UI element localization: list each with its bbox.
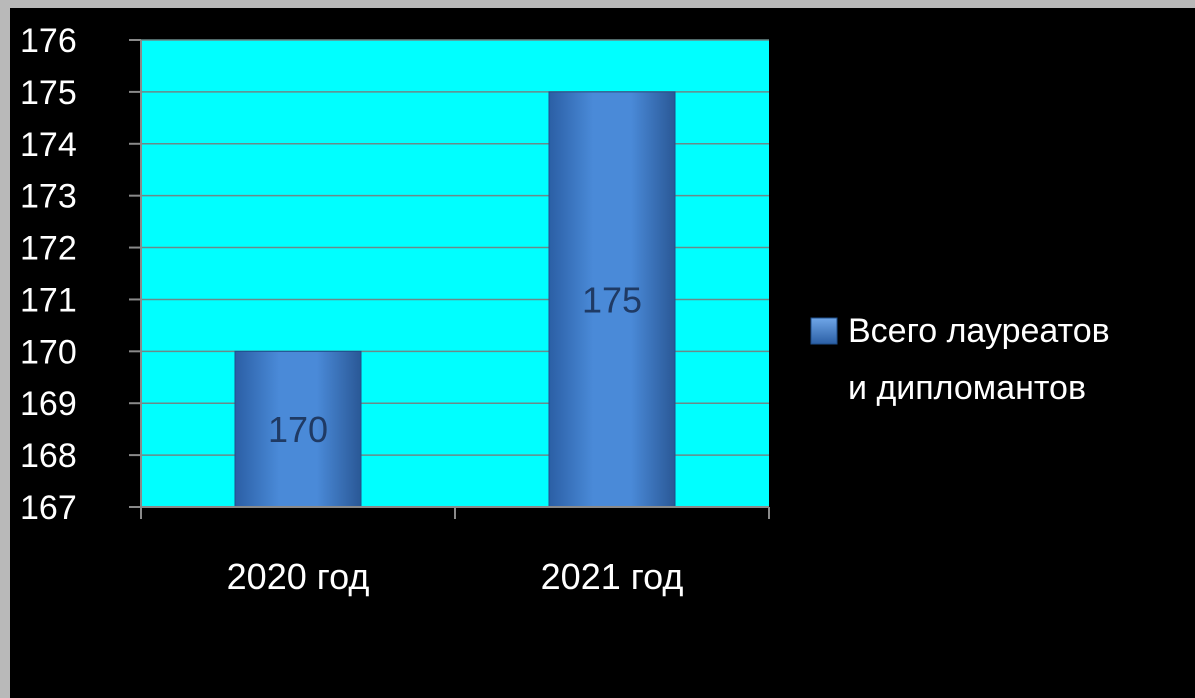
legend: Всего лауреатов и дипломантов: [810, 312, 1110, 407]
data-label: 175: [582, 279, 642, 320]
y-tick-label: 171: [20, 281, 77, 319]
legend-label-line-1: Всего лауреатов: [848, 312, 1110, 350]
y-tick-label: 176: [20, 22, 77, 60]
y-tick-label: 173: [20, 178, 77, 216]
y-tick-label: 175: [20, 74, 77, 112]
axes: [140, 40, 770, 519]
y-tick-label: 169: [20, 385, 77, 423]
data-label: 170: [268, 409, 328, 450]
y-tick-label: 168: [20, 437, 77, 475]
bars-group: 170 175: [234, 91, 676, 508]
y-tick-label: 170: [20, 333, 77, 371]
legend-swatch: [810, 317, 838, 345]
bar: [234, 350, 362, 508]
x-tick-labels: 2020 год 2021 год: [227, 556, 684, 597]
y-tick-label: 167: [20, 489, 77, 527]
x-tick-label: 2021 год: [541, 556, 684, 597]
x-tick-label: 2020 год: [227, 556, 370, 597]
bar: [548, 91, 676, 508]
legend-label-line-2: и дипломантов: [848, 369, 1086, 407]
y-tick-label: 174: [20, 126, 77, 164]
y-tick-labels: 167 168 169 170 171 172 173 174 175 176: [20, 22, 77, 527]
y-tick-label: 172: [20, 230, 77, 268]
